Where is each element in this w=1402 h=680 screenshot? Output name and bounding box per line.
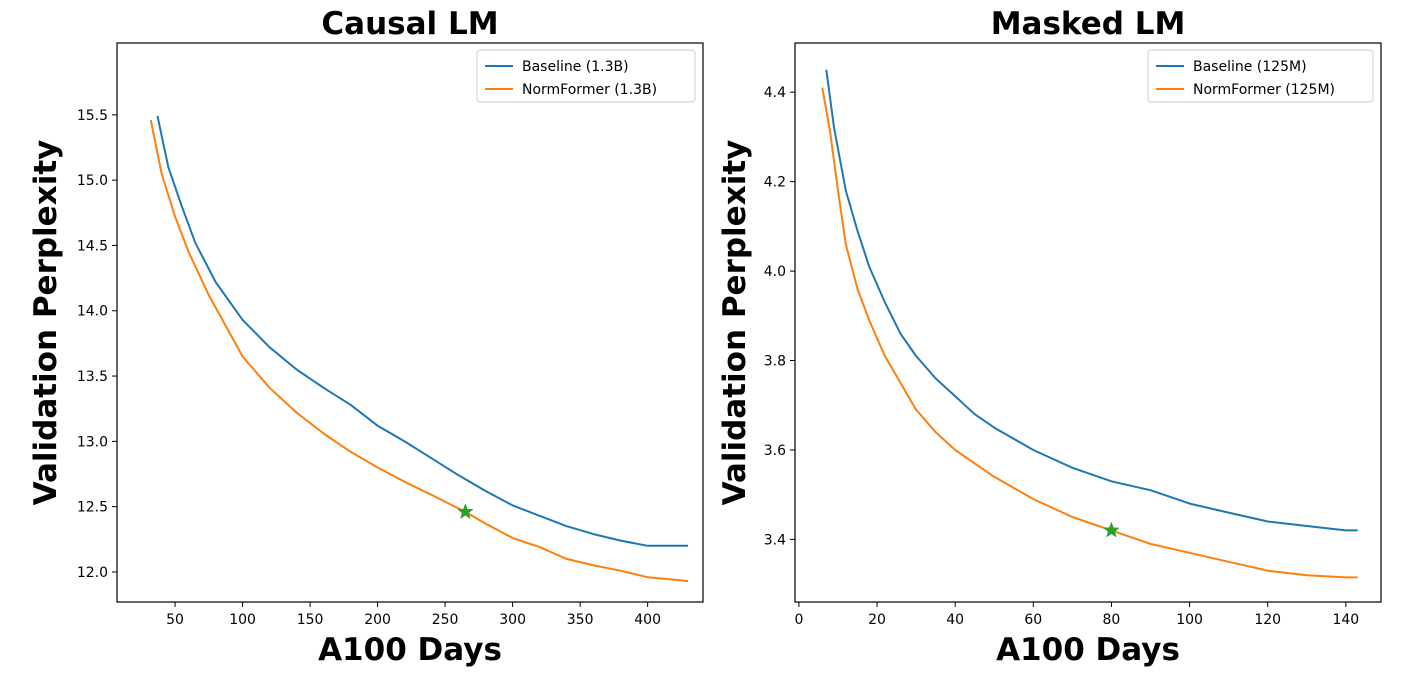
chart-0: Causal LM A100 Days Validation Perplexity 5…	[28, 6, 704, 668]
legend-entry: NormFormer (1.3B)	[522, 82, 657, 98]
plot-frame	[116, 42, 704, 603]
chart-1: Masked LM A100 Days Validation Perplexity 0…	[717, 6, 1382, 668]
y-tick-label: 14.5	[77, 238, 108, 254]
legend-entry: Baseline (125M)	[1193, 59, 1307, 75]
y-tick-label: 15.0	[77, 173, 108, 189]
legend-box	[1147, 49, 1374, 103]
x-tick-label: 400	[634, 612, 661, 628]
y-tick-label: 14.0	[77, 304, 108, 320]
y-tick-label: 13.0	[77, 434, 108, 450]
y-tick-label: 4.2	[764, 175, 786, 191]
x-tick-label: 250	[432, 612, 459, 628]
series-line-0	[825, 69, 1358, 532]
x-tick-label: 50	[166, 612, 184, 628]
x-tick-label: 150	[297, 612, 324, 628]
x-tick-label: 200	[364, 612, 391, 628]
series-line-1	[821, 87, 1358, 579]
x-tick-label: 350	[567, 612, 594, 628]
chart-title: Causal LM	[321, 6, 498, 42]
y-axis-label: Validation Perplexity	[28, 140, 64, 506]
x-tick-label: 100	[229, 612, 256, 628]
legend: Baseline (125M) NormFormer (125M)	[1147, 49, 1374, 103]
legend-entry: NormFormer (125M)	[1193, 82, 1335, 98]
y-tick-label: 12.0	[77, 565, 108, 581]
y-tick-label: 4.0	[764, 264, 786, 280]
y-tick-label: 12.5	[77, 500, 108, 516]
legend-entry: Baseline (1.3B)	[522, 59, 629, 75]
star-marker	[1103, 521, 1120, 538]
x-tick-label: 100	[1176, 612, 1203, 628]
x-tick-label: 80	[1103, 612, 1121, 628]
x-axis-label: A100 Days	[996, 632, 1180, 668]
series-line-1	[149, 119, 689, 583]
x-tick-label: 120	[1254, 612, 1281, 628]
y-tick-label: 3.6	[764, 443, 786, 459]
plot-frame	[794, 42, 1382, 603]
x-tick-label: 300	[499, 612, 526, 628]
legend-box	[476, 49, 696, 103]
y-tick-label: 3.4	[764, 532, 786, 548]
x-tick-label: 40	[946, 612, 964, 628]
star-marker	[457, 503, 474, 519]
series-line-0	[156, 115, 689, 547]
x-tick-label: 140	[1332, 612, 1359, 628]
x-tick-label: 20	[868, 612, 886, 628]
y-tick-label: 15.5	[77, 108, 108, 124]
chart-title: Masked LM	[991, 6, 1186, 42]
x-tick-label: 60	[1024, 612, 1042, 628]
x-tick-label: 0	[794, 612, 803, 628]
x-axis-label: A100 Days	[318, 632, 502, 668]
y-tick-label: 13.5	[77, 369, 108, 385]
legend: Baseline (1.3B) NormFormer (1.3B)	[476, 49, 696, 103]
y-axis-label: Validation Perplexity	[717, 140, 753, 506]
y-tick-label: 3.8	[764, 354, 786, 370]
y-tick-label: 4.4	[764, 85, 786, 101]
